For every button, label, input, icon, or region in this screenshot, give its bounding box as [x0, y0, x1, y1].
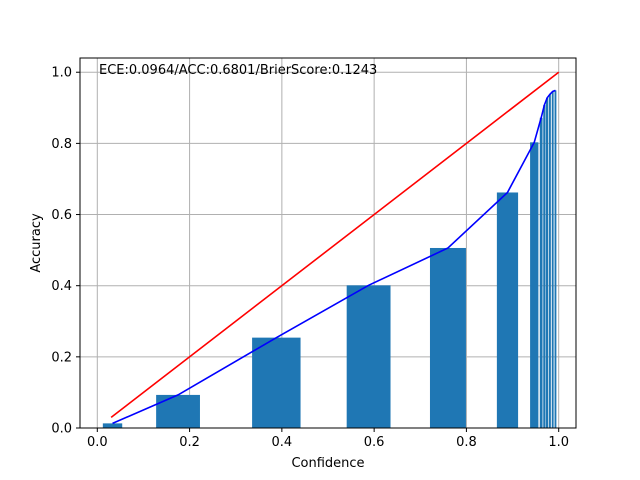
x-axis-label: Confidence	[291, 456, 364, 471]
x-axis-ticks: 0.0 0.2 0.4 0.6 0.8 1.0	[87, 428, 569, 450]
bar-5	[496, 192, 519, 428]
x-tick-label-4: 0.8	[456, 435, 477, 450]
bar-4	[429, 247, 466, 428]
x-tick-label-3: 0.6	[364, 435, 385, 450]
bar-0	[102, 423, 123, 428]
bar-6	[530, 142, 539, 428]
metrics-annotation: ECE:0.0964/ACC:0.6801/BrierScore:0.1243	[99, 63, 377, 78]
y-tick-label-4: 0.8	[51, 137, 72, 152]
series-line-1	[112, 89, 556, 425]
bar-8	[543, 104, 546, 428]
lines	[110, 71, 560, 425]
x-tick-label-2: 0.4	[272, 435, 293, 450]
y-tick-label-0: 0.0	[51, 422, 72, 437]
y-axis-ticks: 0.0 0.2 0.4 0.6 0.8 1.0	[51, 66, 80, 437]
x-tick-label-1: 0.2	[179, 435, 200, 450]
plot-area-background	[80, 58, 576, 428]
y-tick-label-3: 0.6	[51, 208, 72, 223]
bar-9	[546, 97, 549, 428]
y-tick-label-2: 0.4	[51, 279, 72, 294]
x-tick-label-5: 1.0	[548, 435, 569, 450]
bar-11	[551, 91, 554, 428]
bar-7	[539, 117, 543, 429]
bars	[102, 90, 557, 429]
y-axis-label: Accuracy	[29, 213, 44, 273]
y-tick-label-1: 0.2	[51, 350, 72, 365]
bar-12	[554, 90, 557, 428]
bar-1	[156, 394, 200, 428]
bar-10	[549, 94, 551, 429]
bar-2	[252, 337, 301, 428]
plot-frame	[79, 57, 577, 429]
series-line-0	[110, 71, 560, 418]
y-tick-label-5: 1.0	[51, 66, 72, 81]
x-tick-label-0: 0.0	[87, 435, 108, 450]
bar-3	[346, 285, 391, 428]
